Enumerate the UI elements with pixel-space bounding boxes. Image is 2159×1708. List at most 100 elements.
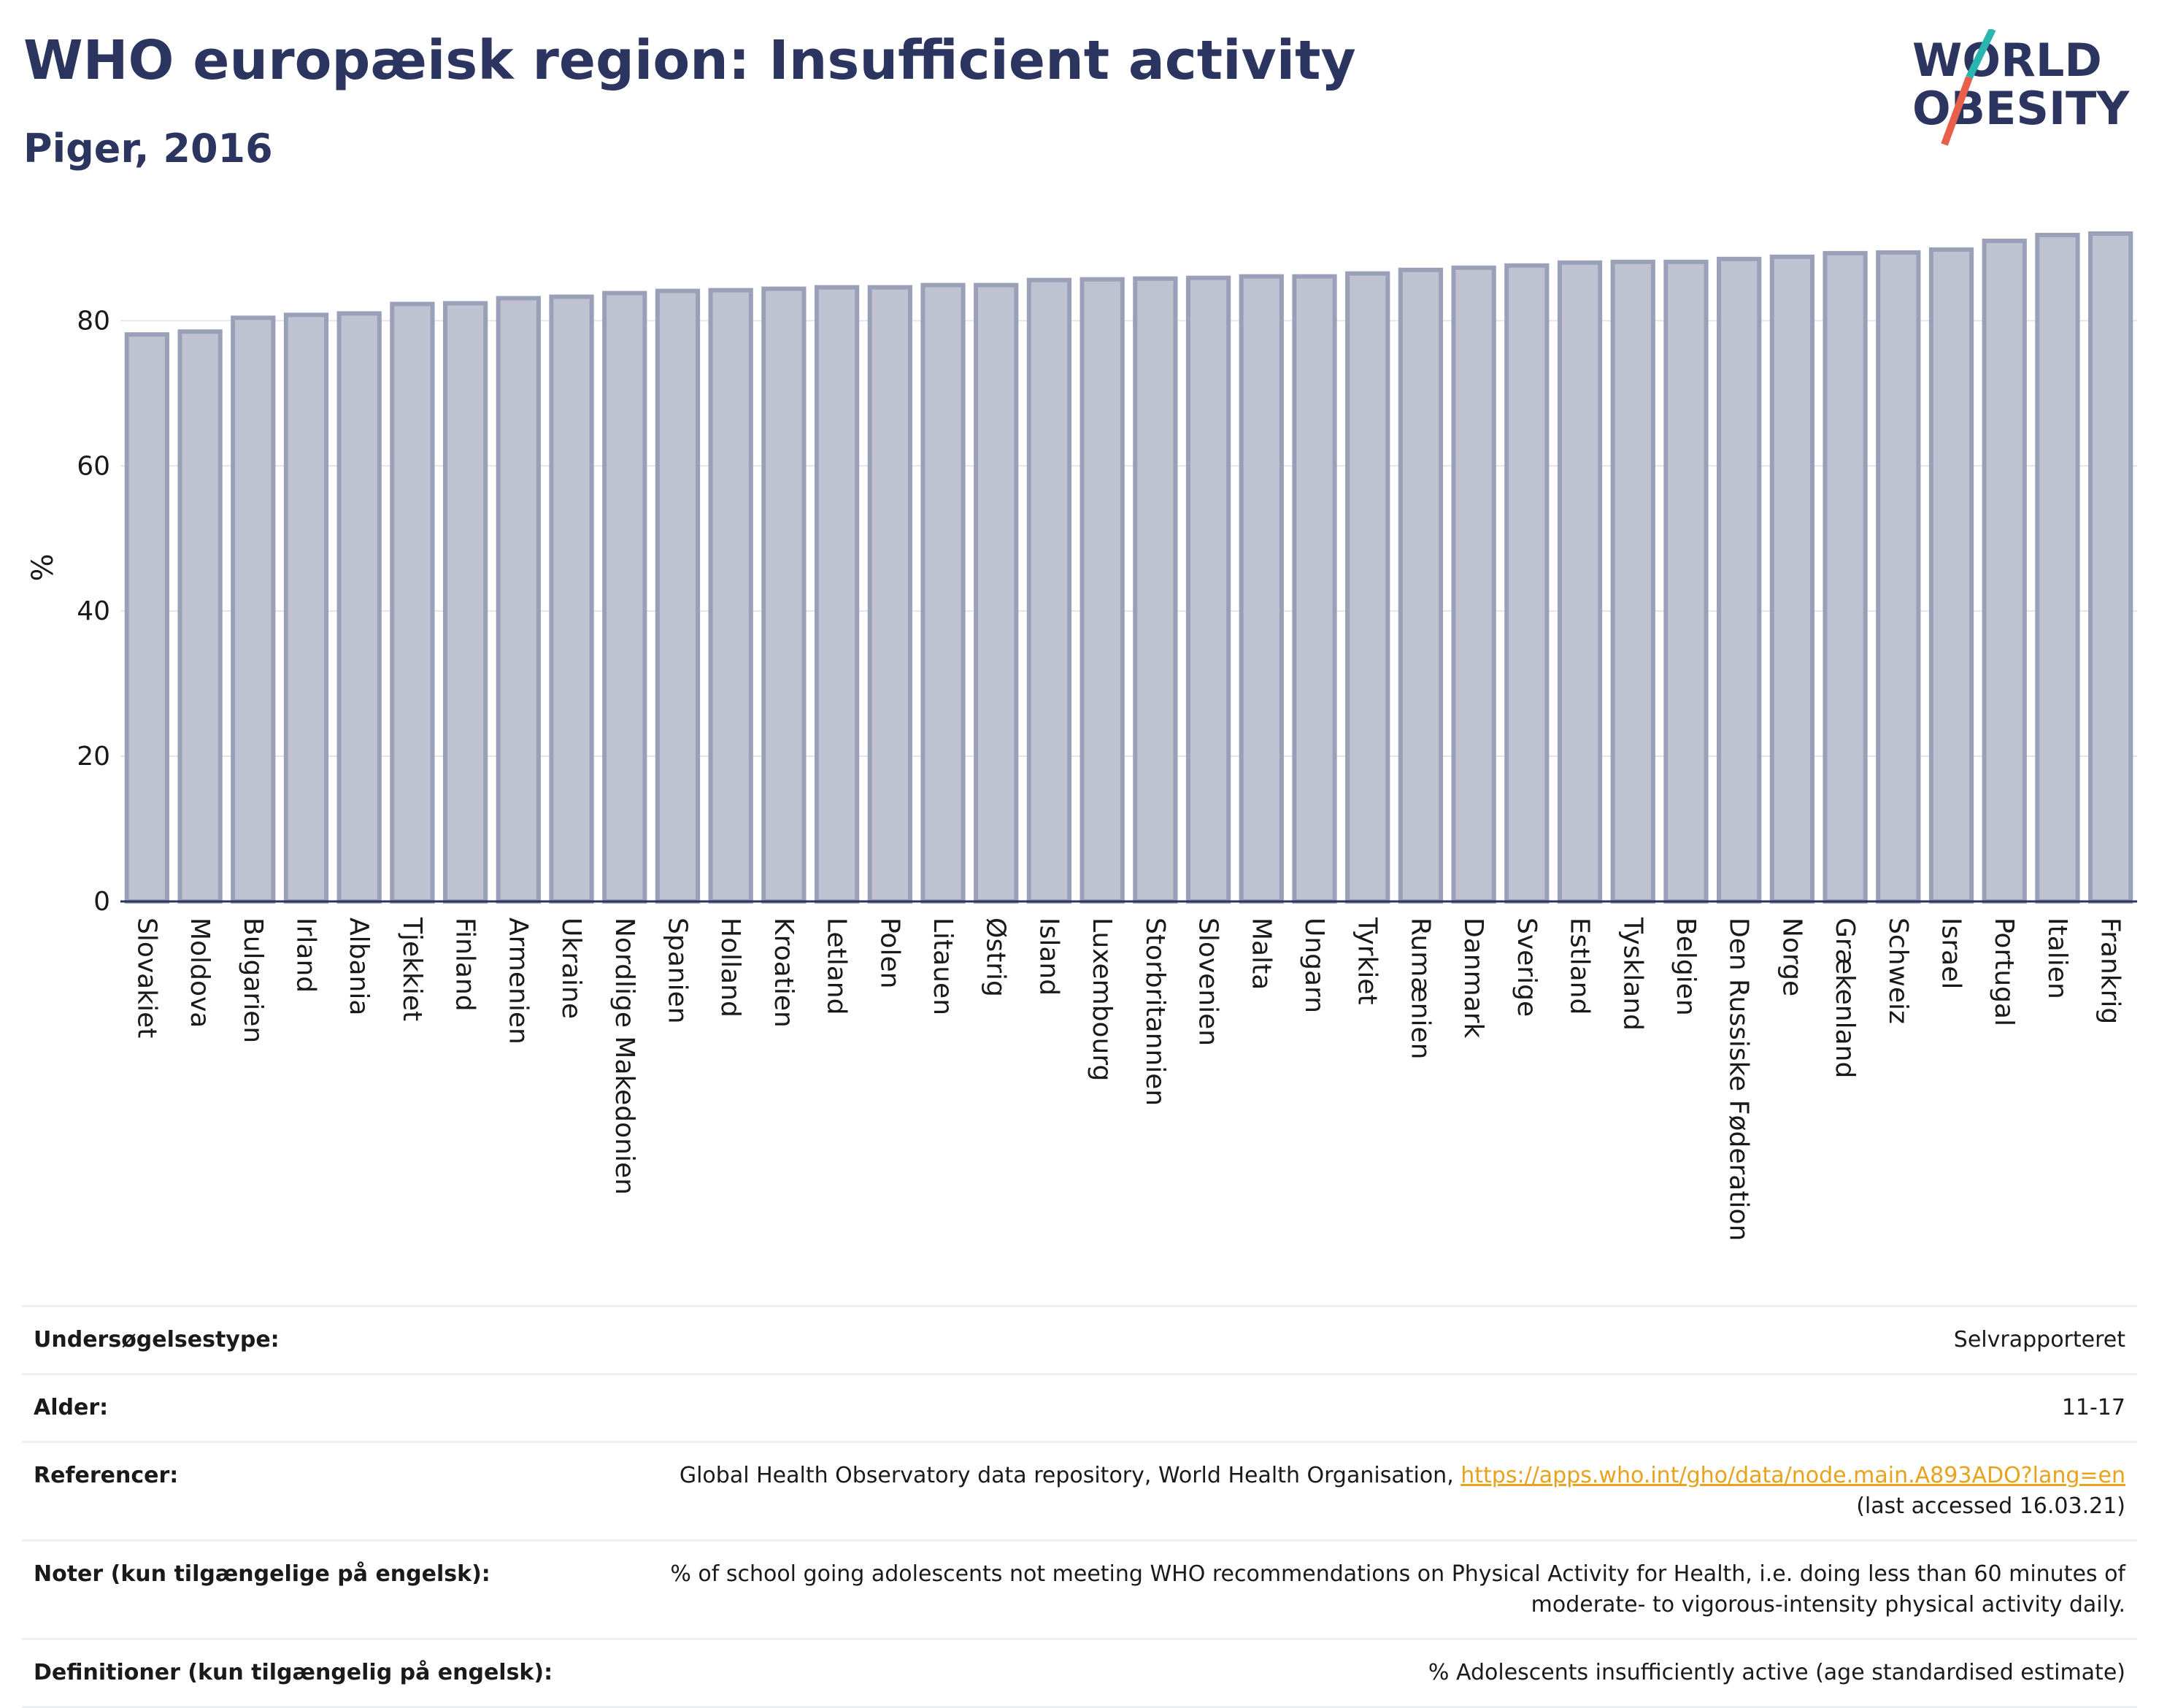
x-category-label: Tyrkiet — [1352, 917, 1382, 1005]
x-category-label: Norge — [1777, 918, 1806, 996]
bar-chart: 0 20 40 60 80 Slovakiet Moldova Bulgarien Irlan… — [26, 231, 2137, 1241]
bar — [549, 294, 594, 904]
bar — [1769, 254, 1815, 904]
x-category-label: Den Russiske Føderation — [1724, 918, 1754, 1241]
bar — [1080, 277, 1125, 904]
bar — [2035, 232, 2080, 904]
x-category-label: Belgien — [1671, 918, 1701, 1016]
bar — [442, 301, 488, 904]
info-value: % of school going adolescents not meetin… — [600, 1539, 2137, 1639]
info-key: Undersøgelsestype: — [22, 1305, 600, 1374]
x-category-label: Luxembourg — [1087, 918, 1117, 1081]
reference-accessed: (last accessed 16.03.21) — [1856, 1493, 2125, 1519]
info-value: 11-17 — [600, 1373, 2137, 1442]
x-axis-labels: Slovakiet Moldova Bulgarien Irland Albania Tj… — [131, 917, 2125, 1241]
x-category-label: Tyskland — [1617, 917, 1647, 1031]
x-category-label: Letland — [822, 918, 852, 1015]
x-category-label: Frankrig — [2096, 918, 2125, 1024]
bar — [1451, 265, 1496, 904]
y-axis-ticks: 0 20 40 60 80 — [77, 306, 110, 917]
info-key: Alder: — [22, 1373, 600, 1442]
x-category-label: Slovakiet — [131, 918, 161, 1038]
bar — [124, 332, 169, 904]
info-key: Referencer: — [22, 1441, 600, 1541]
x-category-label: Storbritannien — [1140, 918, 1170, 1106]
bar — [1026, 277, 1072, 904]
logo-slash-bottom — [1941, 76, 1973, 146]
logo-slash-top — [1966, 29, 1996, 80]
bar — [1345, 271, 1390, 904]
bar — [602, 291, 647, 904]
bar — [974, 282, 1019, 904]
x-category-label: Israel — [1936, 918, 1966, 989]
info-value: % Adolescents insufficiently active (age… — [600, 1638, 2137, 1708]
y-tick-label: 40 — [77, 596, 110, 626]
x-category-label: Holland — [715, 918, 745, 1018]
info-row-survey-type: Undersøgelsestype: Selvrapporteret — [22, 1305, 2137, 1374]
bar — [496, 296, 541, 904]
x-category-label: Polen — [874, 918, 904, 988]
x-category-label: Albania — [344, 918, 374, 1015]
x-category-label: Grækenland — [1830, 918, 1860, 1078]
x-category-label: Malta — [1246, 918, 1276, 990]
y-tick-label: 80 — [77, 306, 110, 336]
x-category-label: Ukraine — [556, 918, 586, 1019]
reference-text: Global Health Observatory data repositor… — [679, 1463, 1461, 1488]
info-table: Undersøgelsestype: Selvrapporteret Alder… — [22, 1305, 2137, 1708]
bar — [283, 312, 329, 904]
x-category-label: Tjekkiet — [397, 917, 427, 1021]
y-tick-label: 20 — [77, 742, 110, 772]
bar — [336, 311, 382, 904]
bar — [920, 282, 966, 904]
y-tick-label: 60 — [77, 451, 110, 481]
x-category-label: Spanien — [662, 918, 692, 1024]
bar — [1717, 256, 1762, 904]
x-category-label: Kroatien — [769, 918, 798, 1028]
bar — [761, 286, 807, 904]
y-tick-label: 0 — [93, 887, 110, 917]
bar — [1133, 276, 1178, 904]
x-category-label: Rumænien — [1405, 918, 1435, 1059]
x-category-label: Portugal — [1989, 918, 2019, 1026]
info-key: Noter (kun tilgængelige på engelsk): — [22, 1539, 600, 1639]
info-row-references: Referencer: Global Health Observatory da… — [22, 1441, 2137, 1541]
x-category-label: Armenien — [503, 918, 533, 1045]
bar — [1239, 274, 1284, 904]
x-category-label: Irland — [290, 918, 320, 993]
chart-subtitle: Piger, 2016 — [23, 126, 273, 172]
bar — [814, 285, 860, 904]
info-row-notes: Noter (kun tilgængelige på engelsk): % o… — [22, 1539, 2137, 1639]
bar — [177, 329, 223, 904]
info-value: Selvrapporteret — [600, 1305, 2137, 1374]
bar — [1292, 274, 1337, 904]
info-value: Global Health Observatory data repositor… — [600, 1441, 2137, 1541]
bar — [1185, 275, 1231, 904]
bar — [1663, 259, 1709, 904]
x-category-label: Nordlige Makedonien — [609, 918, 639, 1195]
bar — [1876, 250, 1921, 904]
info-row-age: Alder: 11-17 — [22, 1373, 2137, 1442]
info-row-definitions: Definitioner (kun tilgængelig på engelsk… — [22, 1638, 2137, 1708]
reference-link[interactable]: https://apps.who.int/gho/data/node.main.… — [1460, 1463, 2125, 1488]
bar — [1398, 267, 1444, 904]
y-axis-label: % — [26, 553, 60, 581]
info-key: Definitioner (kun tilgængelig på engelsk… — [22, 1638, 600, 1708]
bars — [124, 231, 2133, 904]
x-category-label: Schweiz — [1883, 918, 1913, 1024]
x-category-label: Estland — [1565, 918, 1595, 1015]
bar — [1557, 260, 1603, 904]
bar — [231, 315, 276, 904]
x-category-label: Island — [1034, 918, 1063, 996]
x-category-label: Moldova — [185, 918, 215, 1028]
x-category-label: Italien — [2042, 918, 2072, 999]
x-category-label: Finland — [450, 918, 480, 1012]
chart-title: WHO europæisk region: Insufficient activ… — [23, 29, 1356, 92]
bar — [1610, 259, 1655, 904]
logo-line-1: WORLD — [1912, 34, 2102, 87]
world-obesity-logo: WORLD OBESITY — [1912, 29, 2130, 146]
x-category-label: Danmark — [1458, 918, 1488, 1039]
bar — [2088, 231, 2133, 904]
x-category-label: Østrig — [981, 918, 1011, 997]
bar — [655, 288, 701, 904]
x-category-label: Bulgarien — [238, 918, 268, 1043]
